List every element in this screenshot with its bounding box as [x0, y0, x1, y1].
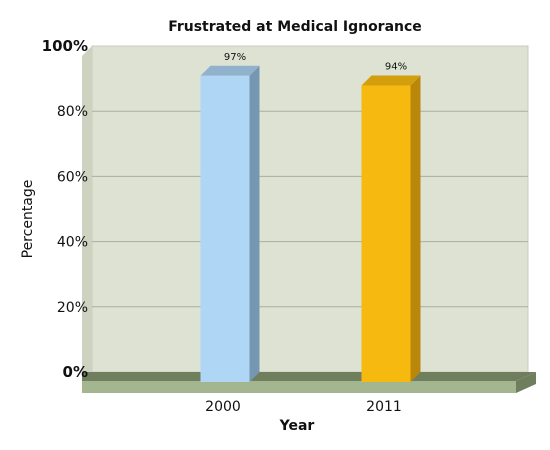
plot-back-wall [91, 45, 529, 373]
bar-side-2011 [410, 75, 421, 382]
y-tick-label: 80% [57, 104, 88, 120]
y-tick-label: 40% [57, 235, 88, 251]
x-tick-label-2011: 2011 [366, 399, 402, 415]
bar-top-2011 [361, 75, 421, 86]
data-labels: 97% 94% [224, 52, 407, 73]
y-tick-label: 0% [63, 363, 88, 381]
floor-top [82, 372, 536, 381]
plot-side-wall [82, 46, 92, 382]
data-label-2011: 94% [385, 62, 407, 73]
y-tick-label: 20% [57, 300, 88, 316]
gridlines [92, 110, 528, 308]
x-tick-label-2000: 2000 [205, 399, 241, 415]
y-tick-labels: 0% 20% 40% 60% 80% 100% [42, 37, 88, 381]
floor-front [82, 381, 516, 393]
data-label-2000: 97% [224, 52, 246, 63]
bar-top-2000 [200, 65, 260, 76]
y-tick-label: 60% [57, 169, 88, 185]
bar-2000 [200, 75, 250, 382]
x-category-labels: 2000 2011 [205, 399, 402, 415]
bar-2011 [361, 85, 411, 382]
plot-background [82, 45, 529, 382]
y-axis-title: Percentage [20, 180, 36, 259]
chart-floor [82, 372, 536, 393]
chart-title: Frustrated at Medical Ignorance [168, 19, 422, 35]
floor-side [516, 372, 536, 393]
bars [200, 65, 421, 382]
x-axis-title: Year [279, 418, 315, 434]
y-tick-label: 100% [42, 37, 88, 55]
bar-side-2000 [249, 65, 260, 382]
